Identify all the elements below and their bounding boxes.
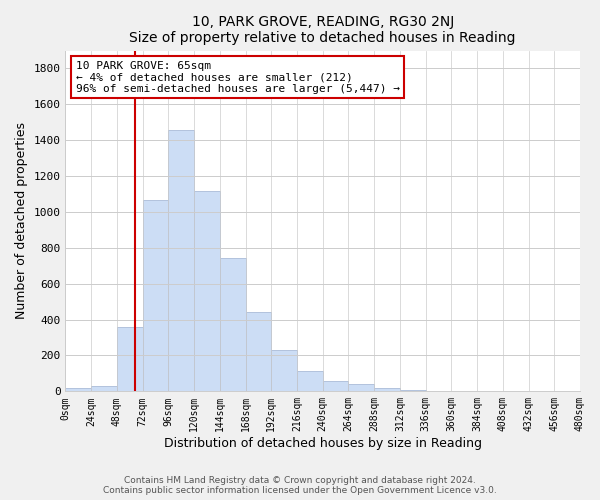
Bar [374, 388, 400, 392]
Y-axis label: Number of detached properties: Number of detached properties [15, 122, 28, 320]
Bar [194, 192, 220, 392]
X-axis label: Distribution of detached houses by size in Reading: Distribution of detached houses by size … [164, 437, 482, 450]
Bar [297, 370, 323, 392]
Bar [271, 350, 297, 392]
Bar [245, 312, 271, 392]
Bar [91, 386, 117, 392]
Bar [323, 381, 349, 392]
Text: Contains HM Land Registry data © Crown copyright and database right 2024.
Contai: Contains HM Land Registry data © Crown c… [103, 476, 497, 495]
Text: 10 PARK GROVE: 65sqm
← 4% of detached houses are smaller (212)
96% of semi-detac: 10 PARK GROVE: 65sqm ← 4% of detached ho… [76, 61, 400, 94]
Bar [117, 327, 143, 392]
Bar [143, 200, 169, 392]
Bar [65, 388, 91, 392]
Bar [169, 130, 194, 392]
Bar [220, 258, 245, 392]
Title: 10, PARK GROVE, READING, RG30 2NJ
Size of property relative to detached houses i: 10, PARK GROVE, READING, RG30 2NJ Size o… [130, 15, 516, 45]
Bar [400, 390, 425, 392]
Bar [349, 384, 374, 392]
